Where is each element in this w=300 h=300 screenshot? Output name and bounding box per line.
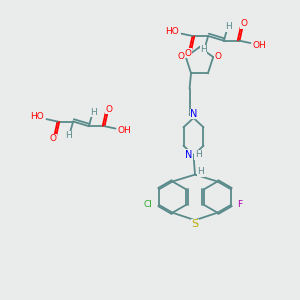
Text: O: O [106,105,112,114]
Text: H: H [90,108,97,117]
Text: N: N [190,109,197,119]
Text: O: O [50,134,56,143]
Text: OH: OH [253,41,267,50]
Text: H: H [195,150,202,159]
Text: H: H [198,167,204,176]
Text: O: O [241,19,248,28]
Text: OH: OH [118,127,132,136]
Text: F: F [237,200,242,209]
Text: HO: HO [30,112,44,121]
Text: Cl: Cl [143,200,152,209]
Text: HO: HO [165,27,179,36]
Text: N: N [185,150,192,160]
Text: H: H [225,22,232,31]
Text: O: O [178,52,184,61]
Text: S: S [191,219,199,229]
Text: O: O [184,49,191,58]
Text: H: H [200,46,207,55]
Text: H: H [65,131,72,140]
Text: O: O [214,52,221,61]
